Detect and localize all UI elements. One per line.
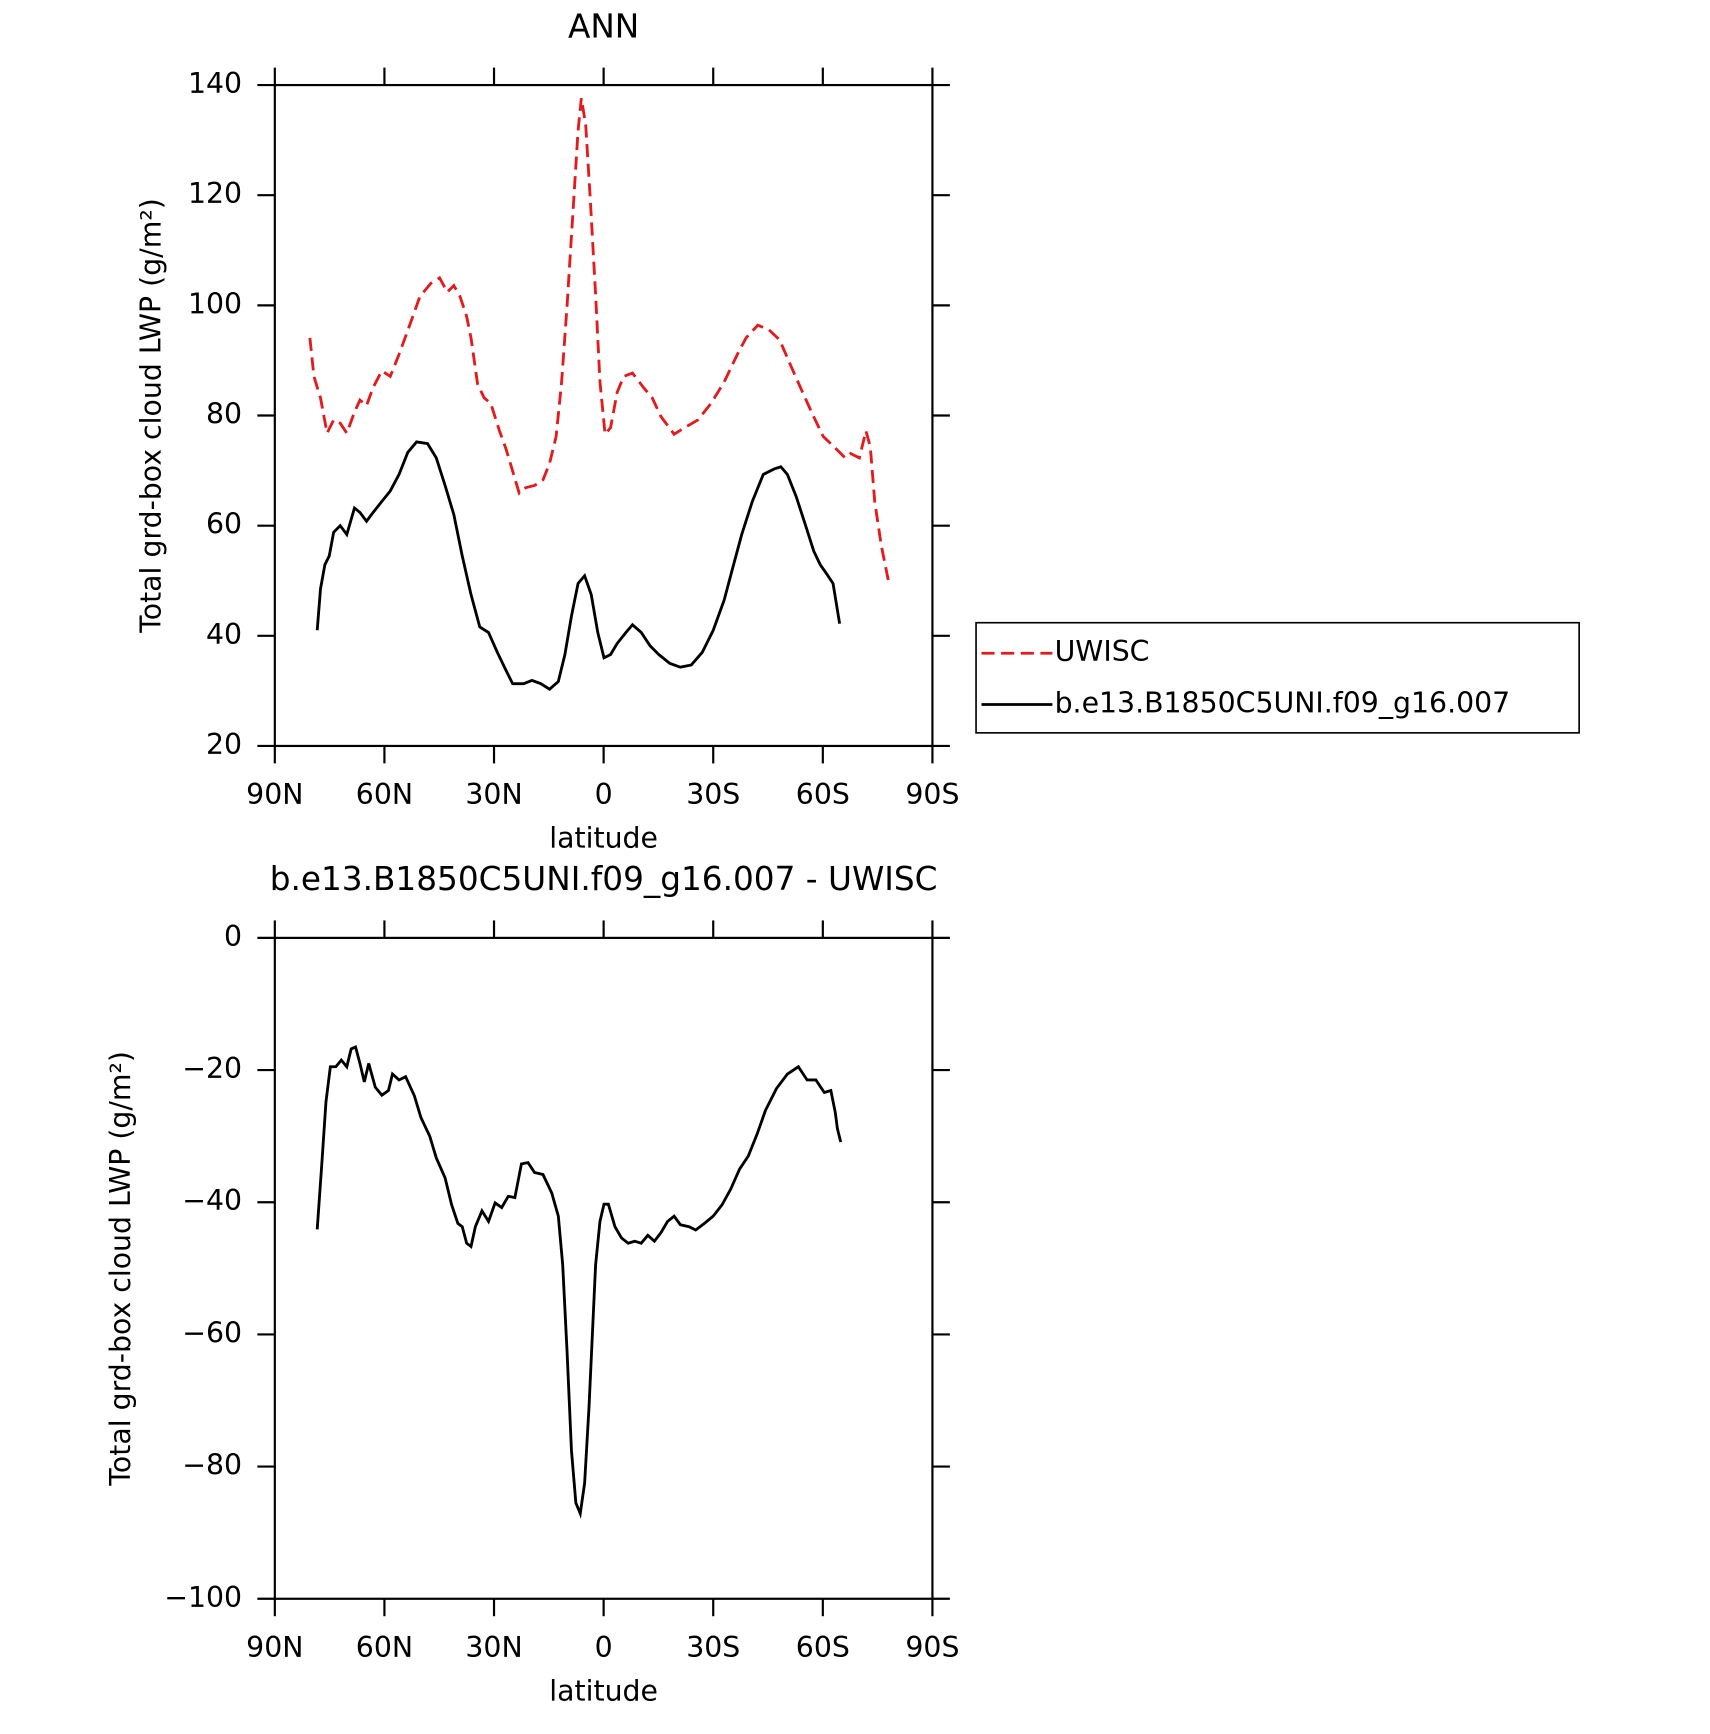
x-tick-label: 30S: [686, 1631, 740, 1664]
y-tick-label: 60: [206, 508, 242, 541]
legend-box: [975, 621, 1580, 734]
x-tick-label: 30S: [686, 778, 740, 811]
data-line: [308, 98, 891, 584]
y-tick-label: 0: [224, 920, 242, 953]
y-axis-label: Total grd-box cloud LWP (g/m²): [104, 1051, 137, 1487]
y-tick-label: 140: [188, 67, 242, 100]
x-tick-label: 30N: [465, 1631, 522, 1664]
x-tick-label: 0: [595, 1631, 613, 1664]
x-axis-label: latitude: [549, 822, 658, 855]
y-tick-label: 20: [206, 728, 242, 761]
y-tick-label: −60: [182, 1316, 242, 1349]
x-tick-label: 90N: [246, 1631, 303, 1664]
x-tick-label: 60N: [356, 778, 413, 811]
x-tick-label: 90S: [905, 1631, 959, 1664]
x-tick-label: 0: [595, 778, 613, 811]
data-line: [315, 1044, 843, 1519]
x-tick-label: 60N: [356, 1631, 413, 1664]
data-line: [315, 440, 842, 691]
y-tick-label: −20: [182, 1052, 242, 1085]
y-tick-label: −100: [164, 1581, 242, 1614]
chart-title: ANN: [568, 7, 639, 45]
x-axis-label: latitude: [549, 1675, 658, 1708]
plot-frame: [273, 83, 934, 748]
x-tick-label: 90N: [246, 778, 303, 811]
plot-frame: [273, 936, 934, 1600]
y-tick-label: 80: [206, 398, 242, 431]
y-tick-label: 40: [206, 618, 242, 651]
y-tick-label: 100: [188, 287, 242, 320]
x-tick-label: 60S: [796, 1631, 850, 1664]
x-tick-label: 90S: [905, 778, 959, 811]
y-tick-label: −40: [182, 1184, 242, 1217]
x-tick-label: 30N: [465, 778, 522, 811]
y-tick-label: 120: [188, 177, 242, 210]
chart-title: b.e13.B1850C5UNI.f09_g16.007 - UWISC: [270, 860, 938, 898]
y-tick-label: −80: [182, 1449, 242, 1482]
y-axis-label: Total grd-box cloud LWP (g/m²): [135, 198, 168, 634]
x-tick-label: 60S: [796, 778, 850, 811]
legend-label: b.e13.B1850C5UNI.f09_g16.007: [1055, 687, 1511, 720]
legend-label: UWISC: [1055, 635, 1150, 668]
